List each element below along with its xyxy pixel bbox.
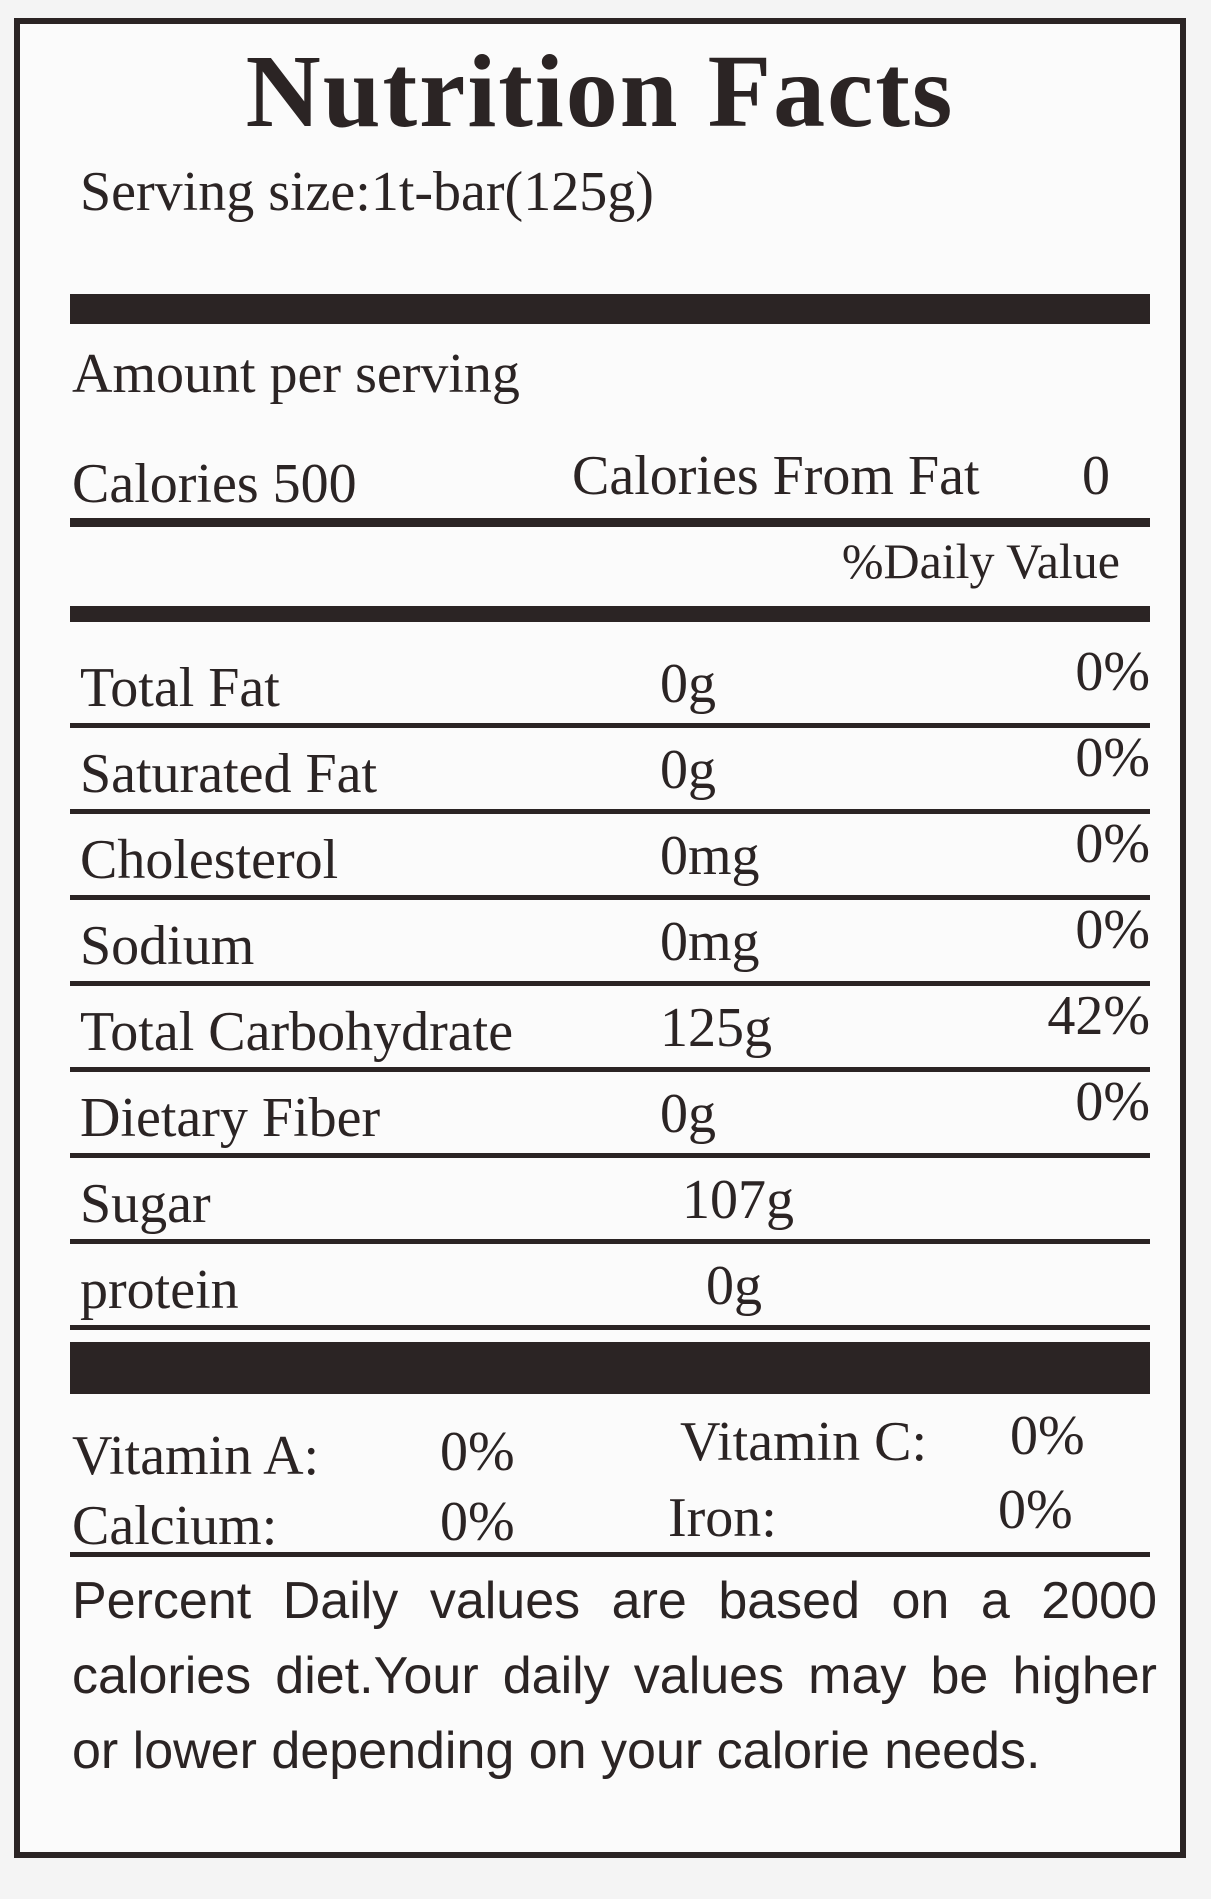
nutrient-amount: 107g bbox=[682, 1169, 794, 1231]
row-divider bbox=[70, 895, 1150, 900]
iron-value: 0% bbox=[998, 1479, 1073, 1541]
amount-per-serving: Amount per serving bbox=[72, 343, 520, 405]
row-divider bbox=[70, 723, 1150, 728]
vitamin-a-value: 0% bbox=[440, 1421, 515, 1483]
nutrient-amount: 0mg bbox=[660, 825, 760, 887]
serving-size: Serving size:1t-bar(125g) bbox=[80, 161, 654, 223]
nutrient-amount: 0g bbox=[660, 1083, 716, 1145]
vitamin-c-label: Vitamin C: bbox=[680, 1411, 928, 1473]
nutrient-daily-value: 0% bbox=[1075, 727, 1150, 789]
nutrient-daily-value: 42% bbox=[1047, 985, 1150, 1047]
nutrient-name: protein bbox=[80, 1259, 239, 1321]
medium-rule bbox=[70, 606, 1150, 622]
calories-rule bbox=[70, 518, 1150, 527]
nutrient-name: Total Carbohydrate bbox=[80, 1001, 514, 1063]
nutrient-row-saturated-fat: Saturated Fat 0g 0% bbox=[70, 728, 1150, 814]
vitamin-a-label: Vitamin A: bbox=[72, 1425, 320, 1487]
row-divider bbox=[70, 1325, 1150, 1330]
nutrient-daily-value: 0% bbox=[1075, 641, 1150, 703]
nutrient-row-total-carbohydrate: Total Carbohydrate 125g 42% bbox=[70, 986, 1150, 1072]
footnote: Percent Daily values are based on a 2000… bbox=[72, 1572, 1157, 1780]
nutrient-name: Sugar bbox=[80, 1173, 211, 1235]
vitamin-c-value: 0% bbox=[1010, 1405, 1085, 1467]
label-title: Nutrition Facts bbox=[245, 34, 955, 149]
calories-label: Calories 500 bbox=[72, 453, 357, 515]
row-divider bbox=[70, 981, 1150, 986]
nutrient-daily-value: 0% bbox=[1075, 899, 1150, 961]
vitamins-rule bbox=[70, 1552, 1150, 1557]
nutrient-row-sugar: Sugar 107g bbox=[70, 1158, 1150, 1244]
daily-value-header: %Daily Value bbox=[841, 533, 1120, 589]
nutrient-amount: 0g bbox=[660, 739, 716, 801]
nutrient-name: Cholesterol bbox=[80, 829, 339, 891]
nutrient-name: Saturated Fat bbox=[80, 743, 378, 805]
nutrient-row-total-fat: Total Fat 0g 0% bbox=[70, 642, 1150, 728]
nutrient-daily-value: 0% bbox=[1075, 1071, 1150, 1133]
nutrient-amount: 0g bbox=[706, 1255, 762, 1317]
iron-label: Iron: bbox=[668, 1487, 777, 1549]
nutrient-row-cholesterol: Cholesterol 0mg 0% bbox=[70, 814, 1150, 900]
nutrient-row-protein: protein 0g bbox=[70, 1244, 1150, 1330]
nutrient-row-dietary-fiber: Dietary Fiber 0g 0% bbox=[70, 1072, 1150, 1158]
thick-rule-top bbox=[70, 294, 1150, 324]
calories-from-fat-label: Calories From Fat bbox=[572, 445, 980, 507]
row-divider bbox=[70, 1239, 1150, 1244]
nutrient-amount: 0mg bbox=[660, 911, 760, 973]
nutrition-label: Nutrition Facts Serving size:1t-bar(125g… bbox=[14, 18, 1186, 1858]
nutrient-amount: 0g bbox=[660, 653, 716, 715]
nutrient-name: Dietary Fiber bbox=[80, 1087, 381, 1149]
nutrient-daily-value: 0% bbox=[1075, 813, 1150, 875]
row-divider bbox=[70, 1067, 1150, 1072]
calories-from-fat-value: 0 bbox=[1082, 445, 1110, 507]
nutrient-name: Total Fat bbox=[80, 657, 280, 719]
nutrient-row-sodium: Sodium 0mg 0% bbox=[70, 900, 1150, 986]
row-divider bbox=[70, 809, 1150, 814]
calcium-value: 0% bbox=[440, 1491, 515, 1553]
nutrient-name: Sodium bbox=[80, 915, 255, 977]
row-divider bbox=[70, 1153, 1150, 1158]
nutrient-amount: 125g bbox=[660, 997, 772, 1059]
calcium-label: Calcium: bbox=[72, 1495, 278, 1557]
thick-rule-bottom bbox=[70, 1342, 1150, 1394]
